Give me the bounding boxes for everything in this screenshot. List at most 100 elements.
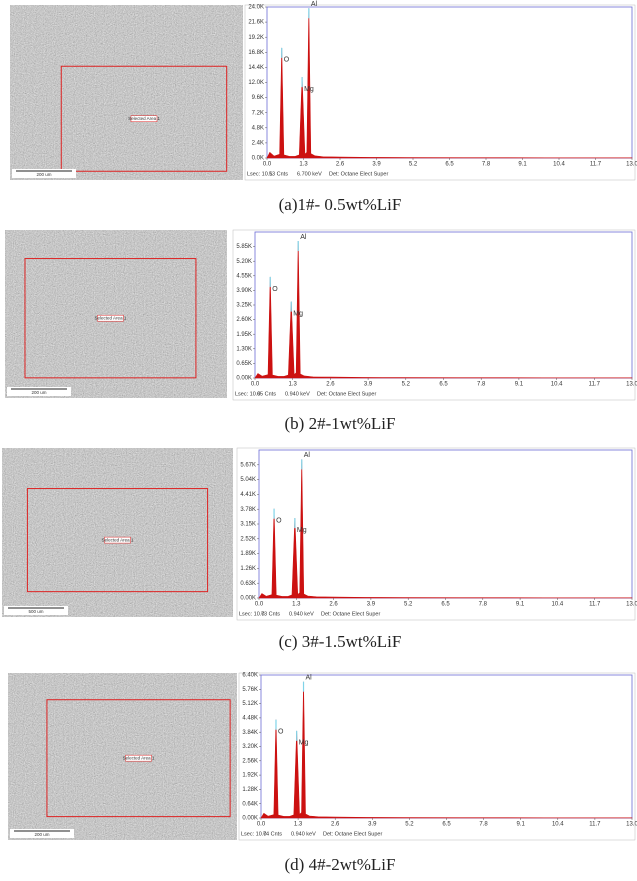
- spectrum-footer: Det: Octane Elect Super: [329, 171, 388, 177]
- y-tick-label: 2.52K: [240, 536, 256, 542]
- y-tick-label: 3.78K: [240, 507, 256, 513]
- spectrum-footer: Det: Octane Elect Super: [323, 831, 382, 837]
- y-tick-label: 5.67K: [240, 462, 256, 468]
- peak-label: Mg: [297, 527, 307, 534]
- peak-label: Al: [304, 452, 311, 459]
- x-tick-label: 3.9: [372, 162, 381, 168]
- y-tick-label: 9.6K: [252, 95, 264, 101]
- spectrum-footer: Lsec: 10.0: [235, 391, 260, 397]
- selected-area: [46, 699, 231, 818]
- y-tick-label: 1.30K: [236, 346, 252, 352]
- x-tick-label: 6.5: [442, 822, 451, 828]
- scale-bar-box: [10, 829, 74, 838]
- peak-label: Mg: [299, 740, 309, 747]
- x-tick-label: 11.7: [589, 382, 601, 388]
- region-label-box: [130, 115, 158, 122]
- x-tick-label: 13.0: [626, 602, 637, 608]
- y-tick-label: 1.89K: [240, 551, 256, 557]
- x-tick-label: 10.4: [553, 162, 565, 168]
- x-tick-label: 10.4: [551, 382, 563, 388]
- x-tick-label: 11.7: [589, 602, 601, 608]
- x-tick-label: 3.9: [368, 822, 377, 828]
- x-tick-label: 3.9: [364, 382, 373, 388]
- caption: (c) 3#-1.5wt%LiF: [279, 632, 402, 651]
- plot-frame: [254, 231, 633, 379]
- y-tick-label: 3.15K: [240, 522, 256, 528]
- y-tick-label: 12.0K: [248, 80, 264, 86]
- y-tick-label: 6.40K: [242, 673, 258, 679]
- x-tick-label: 13.0: [626, 822, 637, 828]
- x-tick-label: 13.0: [626, 162, 637, 168]
- spectrum-footer: 65 Cnts: [257, 391, 276, 397]
- y-tick-label: 4.8K: [252, 125, 264, 131]
- scale-bar-label: 200 um: [34, 832, 49, 837]
- y-tick-label: 3.20K: [242, 744, 258, 750]
- x-tick-label: 9.1: [516, 602, 525, 608]
- x-tick-label: 5.2: [405, 822, 414, 828]
- selected-area: [26, 488, 209, 593]
- spectrum-footer: Lsec: 10.0: [241, 831, 266, 837]
- y-tick-label: 14.4K: [248, 65, 264, 71]
- x-tick-label: 2.6: [336, 162, 345, 168]
- x-tick-label: 11.7: [589, 822, 601, 828]
- x-tick-label: 1.3: [294, 822, 303, 828]
- y-tick-label: 0.00K: [240, 596, 256, 602]
- y-tick-label: 5.20K: [236, 259, 252, 265]
- x-tick-label: 0.0: [251, 382, 260, 388]
- x-tick-label: 5.2: [402, 382, 411, 388]
- x-tick-label: 10.4: [552, 822, 564, 828]
- scale-bar-label: 200 um: [36, 172, 51, 177]
- scale-bar-label: 200 um: [31, 390, 46, 395]
- peak-label: Mg: [304, 86, 314, 93]
- spectrum-footer: Lsec: 10.1: [247, 171, 272, 177]
- spectrum-footer: 73 Cnts: [261, 611, 280, 617]
- y-tick-label: 3.25K: [236, 303, 252, 309]
- x-tick-label: 3.9: [367, 602, 376, 608]
- y-tick-label: 0.64K: [242, 801, 258, 807]
- x-tick-label: 7.8: [482, 162, 491, 168]
- scale-bar-box: [12, 169, 76, 178]
- plot-frame: [260, 674, 633, 819]
- y-tick-label: 16.8K: [248, 50, 264, 56]
- region-label: Selected Area 1: [95, 316, 127, 321]
- scale-bar-box: [7, 387, 71, 396]
- x-tick-label: 5.2: [404, 602, 413, 608]
- y-tick-label: 0.00K: [242, 816, 258, 822]
- y-tick-label: 3.90K: [236, 288, 252, 294]
- selected-area: [60, 65, 228, 172]
- caption: (d) 4#-2wt%LiF: [285, 855, 396, 874]
- x-tick-label: 1.3: [299, 162, 308, 168]
- scale-bar-box: [4, 606, 68, 615]
- y-tick-label: 1.28K: [242, 787, 258, 793]
- x-tick-label: 0.0: [263, 162, 272, 168]
- region-label: Selected Area 1: [123, 756, 155, 761]
- x-tick-label: 1.3: [289, 382, 298, 388]
- caption: (b) 2#-1wt%LiF: [285, 414, 396, 433]
- sem-image: [5, 230, 227, 398]
- peak-label: Mg: [293, 310, 303, 317]
- y-tick-label: 5.85K: [236, 244, 252, 250]
- caption: (a)1#- 0.5wt%LiF: [279, 195, 402, 214]
- y-tick-label: 5.76K: [242, 687, 258, 693]
- y-tick-label: 7.2K: [252, 110, 264, 116]
- y-tick-label: 1.92K: [242, 773, 258, 779]
- region-label: Selected Area 1: [102, 538, 134, 543]
- region-label: Selected Area 1: [128, 116, 160, 121]
- spectrum-footer: 0.940 keV: [285, 391, 310, 397]
- scale-bar-label: 500 um: [28, 609, 43, 614]
- y-tick-label: 0.63K: [240, 581, 256, 587]
- y-tick-label: 24.0K: [248, 5, 264, 11]
- spectrum-area: [254, 240, 633, 379]
- y-tick-label: 5.12K: [242, 701, 258, 707]
- spectrum-area: [258, 459, 633, 599]
- y-tick-label: 2.4K: [252, 140, 264, 146]
- y-tick-label: 1.95K: [236, 332, 252, 338]
- region-label-box: [97, 314, 124, 322]
- y-tick-label: 2.56K: [242, 758, 258, 764]
- y-tick-label: 3.84K: [242, 730, 258, 736]
- y-tick-label: 19.2K: [248, 35, 264, 41]
- x-tick-label: 2.6: [329, 602, 338, 608]
- y-tick-label: 4.48K: [242, 715, 258, 721]
- x-tick-label: 9.1: [515, 382, 524, 388]
